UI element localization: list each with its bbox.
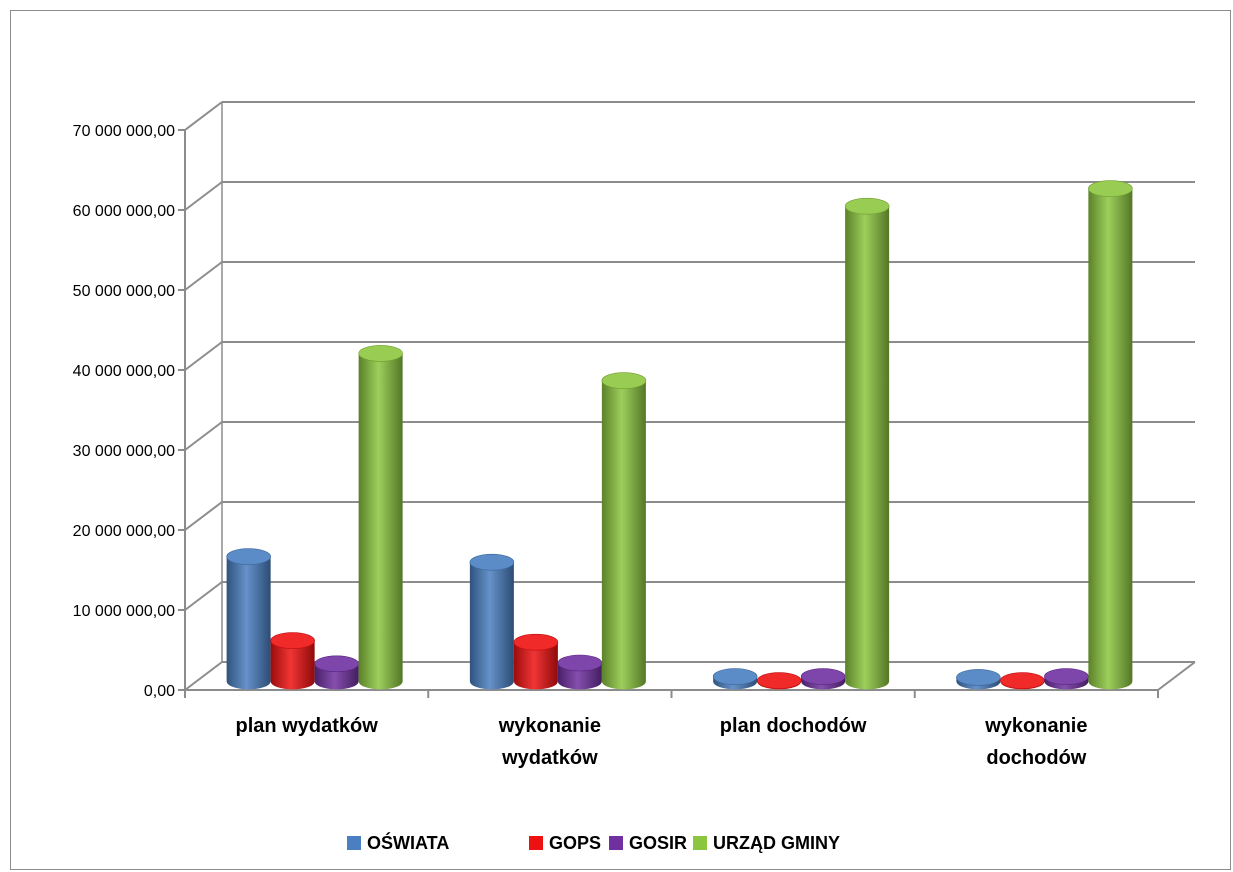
bar-oświata	[956, 669, 1001, 690]
legend-swatch	[693, 836, 707, 850]
legend-label: GOPS	[549, 833, 601, 853]
legend-gops: GOPS	[529, 833, 601, 853]
y-tick-label: 0,00	[144, 683, 175, 700]
legend-label: GOSIR	[629, 833, 687, 853]
legend-label: OŚWIATA	[367, 832, 449, 853]
bar-top	[1000, 672, 1045, 689]
bar-top	[844, 197, 890, 215]
x-category-label: wykonanie	[984, 715, 1087, 737]
legend-oswiata: OŚWIATA	[347, 832, 449, 853]
bar-gops	[756, 672, 802, 690]
bar-top	[469, 553, 515, 571]
bar-gosir	[557, 654, 603, 690]
gridlines	[184, 101, 1195, 691]
x-category-labels: plan wydatków wykonanie wydatków plan docho…	[236, 715, 1088, 769]
legend-label: URZĄD GMINY	[713, 833, 840, 853]
y-tick-label: 70 000 000,00	[73, 123, 175, 140]
bar-urząd-gminy	[601, 372, 647, 690]
bar-top	[800, 668, 846, 685]
legend: OŚWIATA GOPS GOSIR URZĄD GMINY	[347, 832, 840, 853]
gridline-side	[184, 181, 223, 211]
bar-body	[270, 640, 315, 690]
bar-top	[226, 548, 271, 565]
bar-gops	[513, 633, 559, 690]
bar-body	[513, 642, 558, 690]
gridline-side	[184, 501, 223, 531]
legend-urzad-gminy: URZĄD GMINY	[693, 833, 840, 853]
bar-top	[314, 655, 359, 673]
bar-oświata	[226, 548, 271, 690]
bar-top	[513, 633, 559, 651]
bar-body	[469, 562, 514, 690]
bar-gosir	[800, 668, 846, 690]
legend-swatch	[609, 836, 623, 850]
y-tick-label: 30 000 000,00	[73, 443, 175, 460]
y-tick-label: 10 000 000,00	[73, 603, 175, 620]
bar-top	[712, 668, 758, 685]
bar-urząd-gminy	[844, 197, 890, 690]
bar-top	[557, 654, 603, 672]
gridline-side	[184, 661, 223, 691]
bar-oświata	[712, 668, 758, 690]
x-category-label: wykonanie	[498, 715, 601, 737]
bar-body	[226, 556, 271, 690]
bar-top	[1044, 668, 1089, 685]
y-tick-labels: 0,00 10 000 000,00 20 000 000,00 30 000 000…	[73, 123, 175, 700]
gridline-side	[184, 101, 223, 131]
legend-swatch	[347, 836, 361, 850]
bar-body	[845, 206, 890, 690]
bar-gosir	[314, 655, 359, 690]
y-tick-label: 60 000 000,00	[73, 203, 175, 220]
legend-gosir: GOSIR	[609, 833, 687, 853]
bar-urząd-gminy	[1088, 180, 1133, 690]
y-tick-label: 20 000 000,00	[73, 523, 175, 540]
gridline-side	[184, 581, 223, 611]
x-category-label: wydatków	[501, 747, 598, 769]
bar-gops	[1000, 672, 1045, 690]
bar-top	[358, 345, 403, 362]
legend-swatch	[529, 836, 543, 850]
y-tick-label: 40 000 000,00	[73, 363, 175, 380]
x-category-label: plan dochodów	[720, 715, 867, 737]
gridline-side	[184, 261, 223, 291]
bar-top	[270, 632, 315, 649]
x-category-label: dochodów	[986, 747, 1086, 769]
bar-body	[1088, 188, 1133, 690]
gridline-side	[184, 341, 223, 371]
bar-top	[756, 672, 802, 689]
bar-gops	[270, 632, 315, 690]
bar-oświata	[469, 553, 515, 690]
bar-gosir	[1044, 668, 1089, 690]
bars	[226, 180, 1133, 690]
y-tick-label: 50 000 000,00	[73, 283, 175, 300]
axes	[178, 129, 1196, 698]
gridline-side	[184, 421, 223, 451]
x-category-label: plan wydatków	[236, 715, 379, 737]
bar-urząd-gminy	[358, 345, 403, 690]
bar-body	[358, 353, 403, 690]
bar-top	[1088, 180, 1133, 197]
floor-right-edge	[1157, 661, 1196, 691]
bar-body	[601, 380, 646, 690]
bar-top	[956, 669, 1001, 686]
bar-top	[601, 372, 647, 389]
